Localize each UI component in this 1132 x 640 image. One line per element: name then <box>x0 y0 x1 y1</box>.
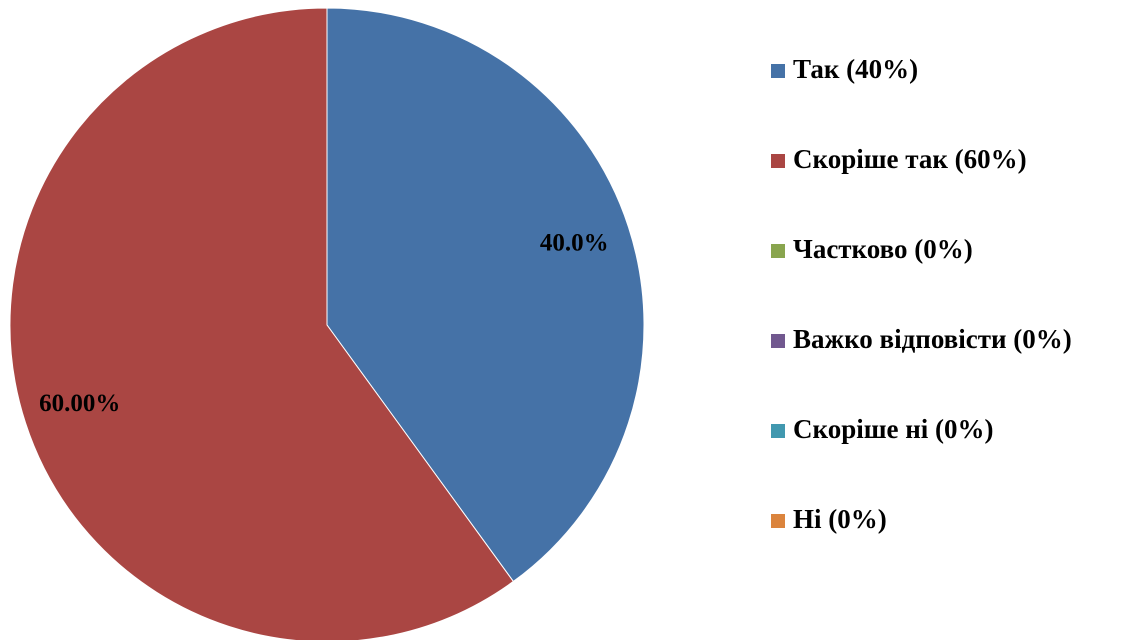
legend-swatch <box>771 154 785 168</box>
data-label: 60.00% <box>39 390 120 417</box>
data-label: 40.0% <box>540 229 609 256</box>
legend-swatch <box>771 514 785 528</box>
legend-label: Скоріше ні (0%) <box>793 414 994 444</box>
legend-label: Так (40%) <box>793 54 918 84</box>
legend-label: Скоріше так (60%) <box>793 144 1027 174</box>
legend-swatch <box>771 64 785 78</box>
pie-slice <box>326 7 645 583</box>
legend-swatch <box>771 424 785 438</box>
legend-swatch <box>771 244 785 258</box>
legend-label: Ні (0%) <box>793 504 887 534</box>
legend-swatch <box>771 334 785 348</box>
legend-label: Частково (0%) <box>793 234 973 264</box>
legend-label: Важко відповісти (0%) <box>793 324 1072 354</box>
pie-slice <box>9 7 515 640</box>
